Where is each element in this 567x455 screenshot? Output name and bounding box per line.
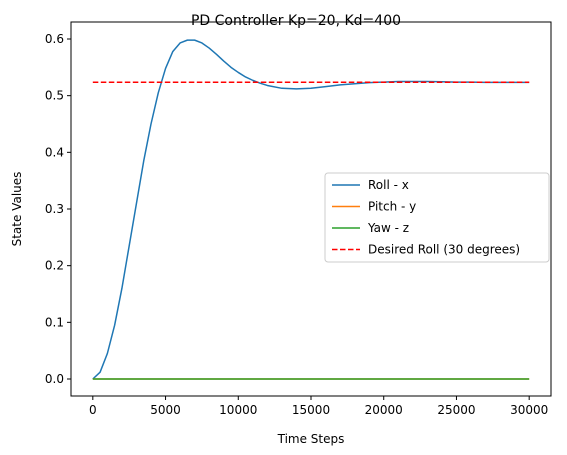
legend-entry-label: Roll - x [368, 178, 409, 192]
y-axis-label: State Values [10, 172, 24, 247]
y-tick-label: 0.3 [45, 202, 64, 216]
legend-box [324, 172, 550, 263]
x-axis-label: Time Steps [277, 432, 345, 446]
legend-entry-label: Yaw - z [367, 221, 409, 235]
legend-entry-label: Desired Roll (30 degrees) [368, 243, 520, 257]
x-tick-label: 0 [89, 403, 97, 417]
series-layer [92, 39, 530, 380]
x-tick-label: 20000 [365, 403, 403, 417]
y-tick-label: 0.0 [45, 372, 64, 386]
y-tick-label: 0.1 [45, 315, 64, 329]
y-axis: 0.0 0.1 0.2 0.3 0.4 0.5 0.6 [45, 32, 71, 386]
x-tick-label: 10000 [219, 403, 257, 417]
legend-entry-label: Pitch - y [368, 200, 416, 214]
y-tick-label: 0.2 [45, 259, 64, 273]
x-tick-label: 25000 [437, 403, 475, 417]
x-axis: 0 5000 10000 15000 20000 25000 30000 [89, 396, 548, 417]
x-tick-label: 30000 [510, 403, 548, 417]
y-tick-label: 0.5 [45, 89, 64, 103]
y-tick-label: 0.4 [45, 145, 64, 159]
series-line-0 [92, 39, 530, 380]
x-tick-label: 15000 [292, 403, 330, 417]
x-tick-label: 5000 [150, 403, 181, 417]
y-tick-label: 0.6 [45, 32, 64, 46]
chart-title: PD Controller Kp=20, Kd=400 [191, 13, 401, 29]
legend: Roll - x Pitch - y Yaw - z Desired Roll (30… [324, 172, 550, 263]
